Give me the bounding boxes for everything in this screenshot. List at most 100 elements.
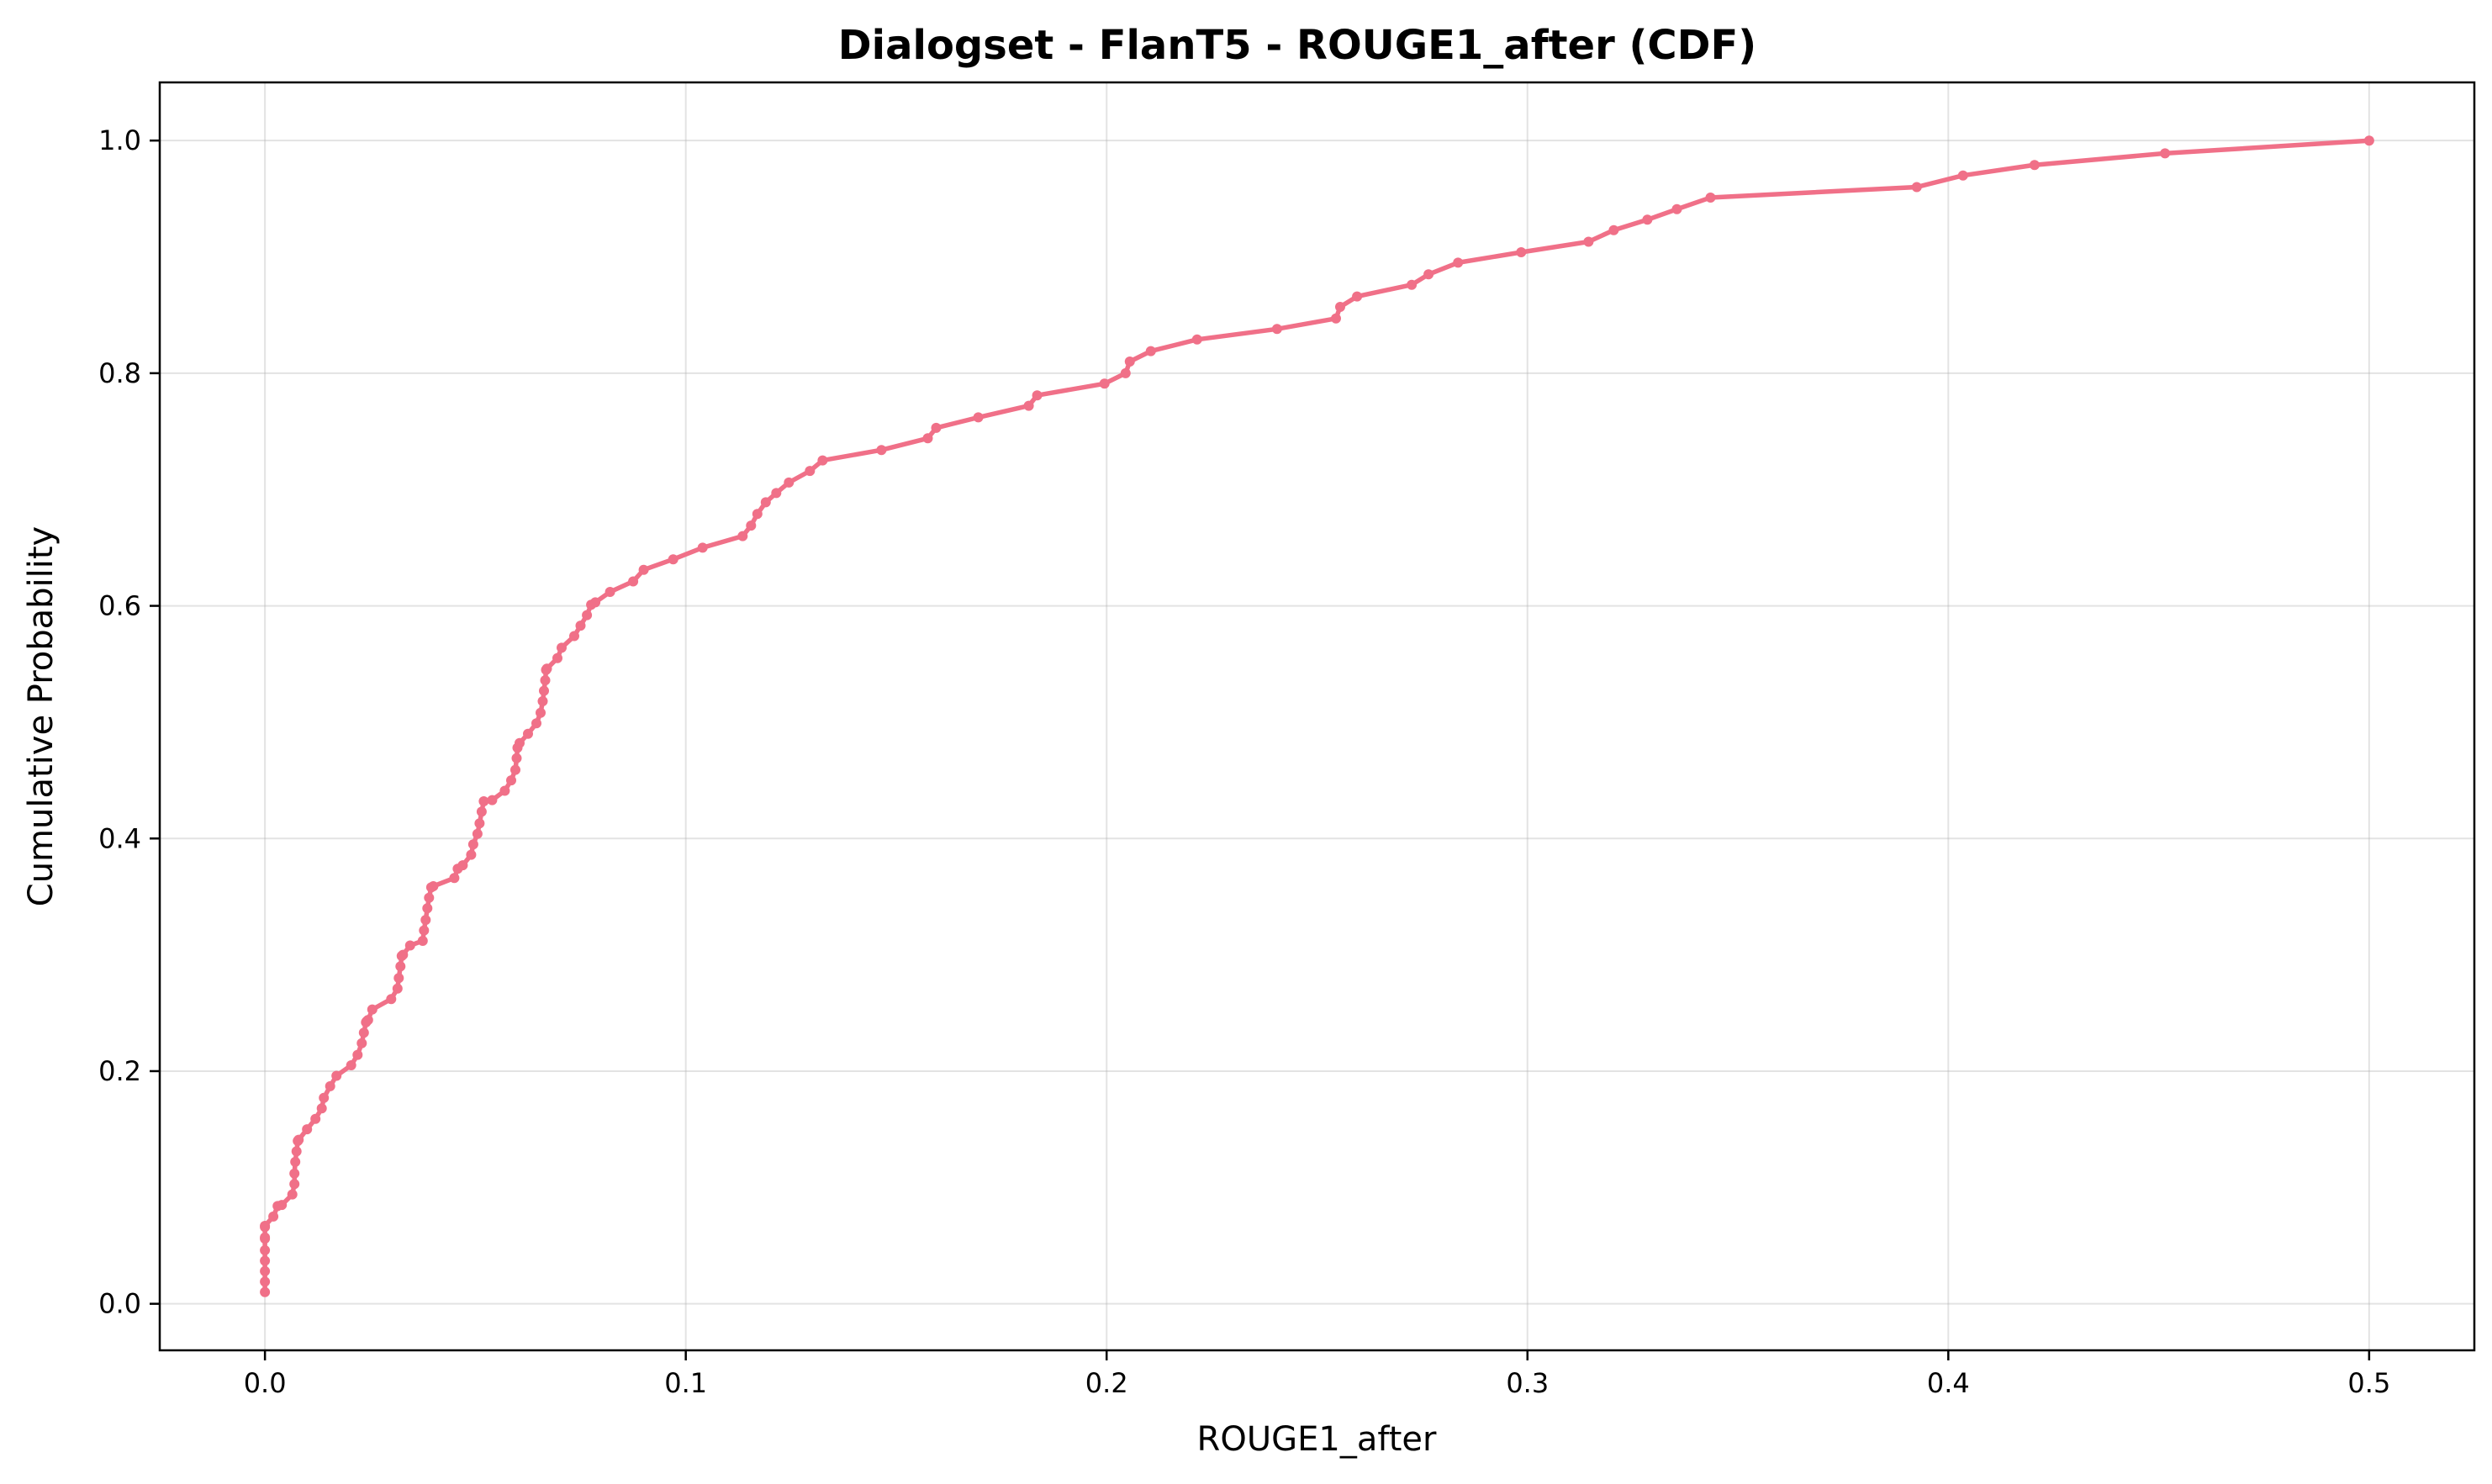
y-tick-label: 0.2	[98, 1055, 141, 1087]
data-point	[358, 1027, 369, 1038]
data-point	[1120, 367, 1131, 378]
data-point	[784, 477, 795, 488]
data-point	[805, 466, 816, 477]
data-point	[457, 860, 468, 871]
data-point	[422, 903, 433, 914]
data-point	[290, 1156, 301, 1167]
data-point	[302, 1124, 313, 1135]
y-tick-label: 0.6	[98, 590, 141, 622]
x-tick-label: 0.5	[2347, 1367, 2390, 1399]
x-tick-label: 0.4	[1927, 1367, 1970, 1399]
data-point	[1352, 291, 1363, 302]
data-point	[1911, 182, 1922, 193]
data-point	[478, 796, 489, 806]
data-point	[1145, 346, 1156, 356]
data-point	[1423, 269, 1434, 280]
data-point	[356, 1038, 367, 1048]
data-point	[2029, 160, 2040, 171]
data-point	[260, 1265, 271, 1276]
data-point	[289, 1179, 300, 1190]
series-group	[260, 135, 2374, 1297]
data-point	[424, 892, 435, 903]
data-point	[289, 1168, 300, 1179]
data-point	[260, 1255, 271, 1266]
data-point	[539, 685, 549, 696]
data-point	[260, 1276, 271, 1287]
data-point	[1331, 313, 1341, 324]
data-point	[697, 542, 708, 553]
x-tick-label: 0.3	[1506, 1367, 1549, 1399]
data-point	[268, 1211, 279, 1222]
data-point	[395, 961, 406, 972]
data-point	[1407, 279, 1418, 290]
data-point	[1191, 334, 1202, 345]
data-point	[362, 1015, 373, 1026]
data-point	[287, 1189, 298, 1200]
data-point	[552, 652, 562, 663]
data-point	[331, 1070, 342, 1081]
data-point	[752, 509, 763, 520]
data-point	[1032, 390, 1043, 401]
data-point	[590, 597, 601, 608]
data-point	[1124, 356, 1135, 367]
data-point	[2160, 148, 2171, 159]
data-point	[419, 925, 430, 936]
data-point	[476, 806, 487, 817]
x-axis-label: ROUGE1_after	[1197, 1420, 1437, 1459]
data-point	[291, 1146, 302, 1157]
data-point	[398, 949, 409, 960]
data-point	[310, 1113, 321, 1124]
data-point	[1705, 193, 1716, 203]
data-point	[467, 839, 478, 850]
data-point	[346, 1060, 356, 1070]
data-point	[420, 915, 431, 926]
data-point	[1608, 224, 1619, 235]
data-point	[293, 1134, 304, 1145]
data-point	[506, 775, 516, 786]
data-point	[737, 531, 748, 541]
data-point	[557, 642, 567, 653]
data-point	[638, 564, 649, 575]
data-point	[499, 785, 510, 796]
data-point	[1099, 378, 1110, 389]
data-point	[569, 631, 579, 642]
data-point	[540, 675, 551, 686]
data-point	[876, 445, 887, 456]
data-point	[628, 576, 639, 587]
data-point	[511, 753, 522, 763]
data-point	[1671, 203, 1682, 214]
x-tick-label: 0.1	[664, 1367, 707, 1399]
y-tick-label: 0.4	[98, 822, 141, 854]
y-tick-label: 1.0	[98, 124, 141, 156]
data-point	[817, 455, 828, 466]
data-point	[746, 520, 757, 531]
data-point	[1453, 257, 1464, 268]
data-point	[466, 849, 477, 860]
data-point	[523, 728, 533, 739]
data-point	[449, 873, 460, 884]
data-point	[537, 696, 548, 706]
data-point	[319, 1092, 330, 1103]
data-point	[531, 718, 541, 729]
data-point	[260, 1232, 271, 1243]
data-point	[1335, 302, 1345, 312]
data-point	[428, 881, 439, 891]
data-point	[260, 1245, 271, 1255]
data-point	[1583, 236, 1594, 247]
data-point	[367, 1004, 377, 1015]
data-point	[260, 1221, 271, 1231]
grid-lines	[160, 82, 2474, 1350]
data-point	[474, 818, 485, 829]
x-tick-label: 0.0	[244, 1367, 287, 1399]
data-point	[325, 1080, 335, 1091]
data-point	[1516, 247, 1527, 257]
chart-title: Dialogset - FlanT5 - ROUGE1_after (CDF)	[838, 22, 1756, 69]
data-point	[2363, 135, 2374, 146]
data-point	[668, 554, 678, 565]
data-point	[472, 828, 483, 839]
data-point	[515, 737, 525, 748]
y-axis-label: Cumulative Probability	[22, 526, 61, 906]
data-point	[575, 621, 586, 631]
data-point	[605, 587, 615, 597]
